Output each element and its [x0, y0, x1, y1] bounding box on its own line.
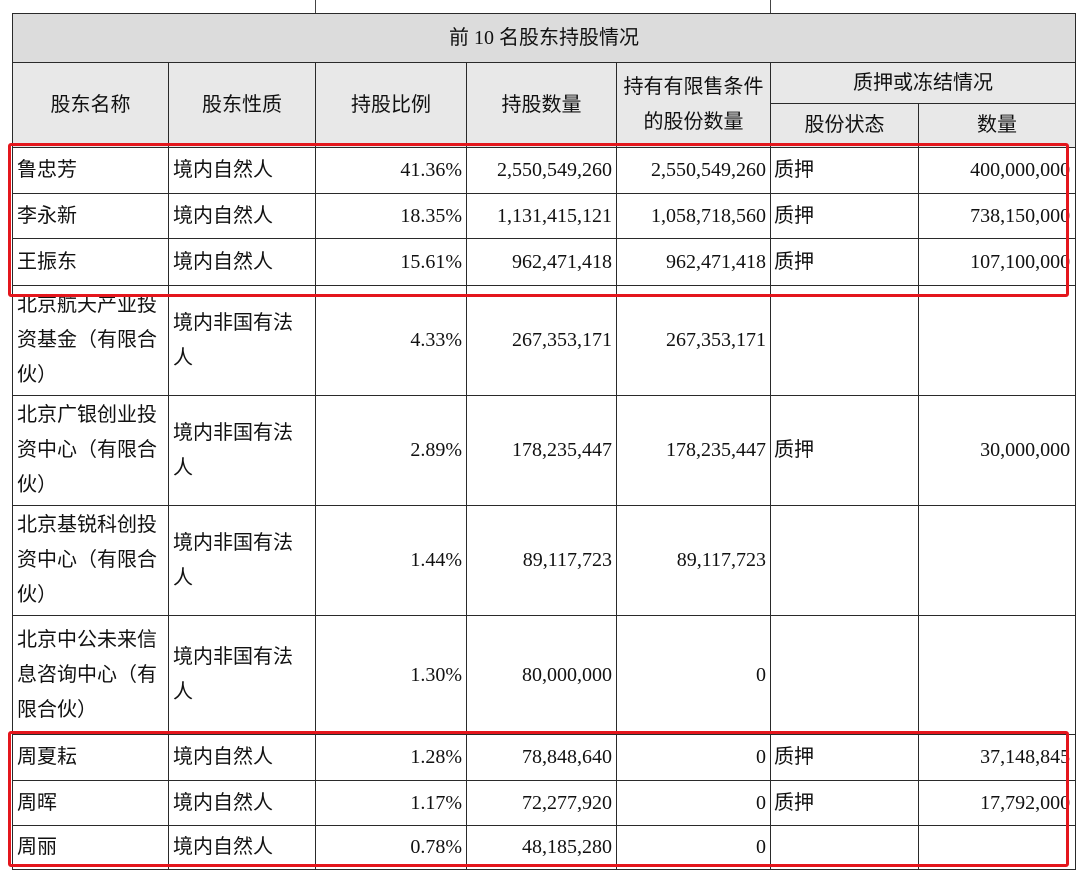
table-row: 北京航天产业投资基金（有限合伙） 境内非国有法人 4.33% 267,353,171 2…	[12, 285, 1077, 396]
share-count-cell: 267,353,171	[466, 285, 617, 396]
table-row: 北京中公未来信息咨询中心（有限合伙） 境内非国有法人 1.30% 80,000,000…	[12, 615, 1077, 735]
restricted-shares-cell: 0	[616, 734, 771, 781]
pledge-quantity-cell: 107,100,000	[917, 238, 1077, 286]
header-shareholder-name: 股东名称	[12, 62, 169, 148]
holding-ratio-cell: 1.44%	[315, 505, 467, 616]
table-row: 北京广银创业投资中心（有限合伙） 境内非国有法人 2.89% 178,235,447 1…	[12, 395, 1077, 506]
share-count-cell: 962,471,418	[466, 238, 617, 286]
shareholder-nature-cell: 境内自然人	[168, 825, 316, 870]
header-holding-ratio: 持股比例	[315, 62, 467, 148]
share-status-cell	[770, 615, 919, 735]
holding-ratio-cell: 41.36%	[315, 147, 467, 194]
share-count-cell: 78,848,640	[466, 734, 617, 781]
pledge-quantity-cell	[917, 505, 1077, 616]
shareholder-name-cell: 北京中公未来信息咨询中心（有限合伙）	[12, 615, 169, 735]
restricted-shares-cell: 962,471,418	[616, 238, 771, 286]
share-status-cell: 质押	[770, 193, 919, 239]
pledge-quantity-cell: 738,150,000	[917, 193, 1077, 239]
pledge-quantity-cell: 30,000,000	[917, 395, 1077, 506]
table-header-row: 股东名称 股东性质 持股比例 持股数量 持有有限售条件的股份数量 质押或冻结情况	[12, 62, 1077, 148]
shareholder-name-cell: 鲁忠芳	[12, 147, 169, 194]
header-restricted-shares: 持有有限售条件的股份数量	[616, 62, 771, 148]
table-row: 鲁忠芳 境内自然人 41.36% 2,550,549,260 2,550,549,260…	[12, 147, 1077, 194]
shareholder-name-cell: 北京基锐科创投资中心（有限合伙）	[12, 505, 169, 616]
holding-ratio-cell: 1.30%	[315, 615, 467, 735]
share-status-cell	[770, 505, 919, 616]
holding-ratio-cell: 2.89%	[315, 395, 467, 506]
holding-ratio-cell: 0.78%	[315, 825, 467, 870]
shareholder-name-cell: 北京航天产业投资基金（有限合伙）	[12, 285, 169, 396]
share-count-cell: 178,235,447	[466, 395, 617, 506]
table-subheader-row: 股份状态 数量	[13, 103, 1077, 148]
holding-ratio-cell: 15.61%	[315, 238, 467, 286]
table-row: 北京基锐科创投资中心（有限合伙） 境内非国有法人 1.44% 89,117,723 89…	[12, 505, 1077, 616]
share-status-cell	[770, 285, 919, 396]
shareholder-name-cell: 北京广银创业投资中心（有限合伙）	[12, 395, 169, 506]
share-count-cell: 80,000,000	[466, 615, 617, 735]
share-status-cell: 质押	[770, 734, 919, 781]
shareholder-table: 前 10 名股东持股情况 股东名称 股东性质 持股比例 持股数量 持有有限售条件…	[11, 13, 1077, 870]
shareholder-name-cell: 周晖	[12, 780, 169, 826]
shareholder-name-cell: 周夏耘	[12, 734, 169, 781]
pledge-quantity-cell: 37,148,845	[917, 734, 1077, 781]
table-title-row: 前 10 名股东持股情况	[11, 13, 1077, 63]
table-row: 周晖 境内自然人 1.17% 72,277,920 0 质押 17,792,000	[12, 780, 1077, 826]
share-count-cell: 1,131,415,121	[466, 193, 617, 239]
share-status-cell: 质押	[770, 238, 919, 286]
restricted-shares-cell: 1,058,718,560	[616, 193, 771, 239]
shareholder-nature-cell: 境内非国有法人	[168, 505, 316, 616]
share-status-cell: 质押	[770, 147, 919, 194]
restricted-shares-cell: 178,235,447	[616, 395, 771, 506]
pledge-quantity-cell: 400,000,000	[917, 147, 1077, 194]
holding-ratio-cell: 1.28%	[315, 734, 467, 781]
shareholder-name-cell: 王振东	[12, 238, 169, 286]
table-title: 前 10 名股东持股情况	[11, 13, 1077, 63]
shareholder-nature-cell: 境内自然人	[168, 147, 316, 194]
share-count-cell: 2,550,549,260	[466, 147, 617, 194]
shareholder-nature-cell: 境内非国有法人	[168, 395, 316, 506]
header-share-count: 持股数量	[466, 62, 617, 148]
share-count-cell: 48,185,280	[466, 825, 617, 870]
pledge-quantity-cell	[917, 285, 1077, 396]
share-status-cell: 质押	[770, 395, 919, 506]
header-pledge-quantity: 数量	[917, 103, 1077, 148]
holding-ratio-cell: 4.33%	[315, 285, 467, 396]
shareholder-name-cell: 李永新	[12, 193, 169, 239]
shareholder-nature-cell: 境内非国有法人	[168, 615, 316, 735]
shareholder-name-cell: 周丽	[12, 825, 169, 870]
table-row: 周夏耘 境内自然人 1.28% 78,848,640 0 质押 37,148,845	[12, 734, 1077, 781]
pledge-quantity-cell	[917, 825, 1077, 870]
table-body: 鲁忠芳 境内自然人 41.36% 2,550,549,260 2,550,549,260…	[12, 147, 1077, 870]
header-share-status: 股份状态	[770, 103, 919, 148]
holding-ratio-cell: 1.17%	[315, 780, 467, 826]
restricted-shares-cell: 0	[616, 615, 771, 735]
restricted-shares-cell: 2,550,549,260	[616, 147, 771, 194]
previous-table-border-line	[770, 0, 771, 13]
restricted-shares-cell: 0	[616, 780, 771, 826]
restricted-shares-cell: 0	[616, 825, 771, 870]
table-row: 周丽 境内自然人 0.78% 48,185,280 0	[12, 825, 1077, 870]
pledge-quantity-cell	[917, 615, 1077, 735]
share-count-cell: 72,277,920	[466, 780, 617, 826]
shareholder-nature-cell: 境内自然人	[168, 193, 316, 239]
share-count-cell: 89,117,723	[466, 505, 617, 616]
share-status-cell	[770, 825, 919, 870]
shareholder-nature-cell: 境内自然人	[168, 238, 316, 286]
shareholder-nature-cell: 境内非国有法人	[168, 285, 316, 396]
header-shareholder-nature: 股东性质	[168, 62, 316, 148]
table-row: 李永新 境内自然人 18.35% 1,131,415,121 1,058,718,560…	[12, 193, 1077, 239]
header-pledge-freeze: 质押或冻结情况	[769, 62, 1077, 104]
holding-ratio-cell: 18.35%	[315, 193, 467, 239]
shareholder-nature-cell: 境内自然人	[168, 780, 316, 826]
table-row: 王振东 境内自然人 15.61% 962,471,418 962,471,418 质押 10…	[12, 238, 1077, 286]
share-status-cell: 质押	[770, 780, 919, 826]
restricted-shares-cell: 267,353,171	[616, 285, 771, 396]
shareholder-nature-cell: 境内自然人	[168, 734, 316, 781]
previous-table-border-line	[315, 0, 316, 13]
restricted-shares-cell: 89,117,723	[616, 505, 771, 616]
pledge-quantity-cell: 17,792,000	[917, 780, 1077, 826]
